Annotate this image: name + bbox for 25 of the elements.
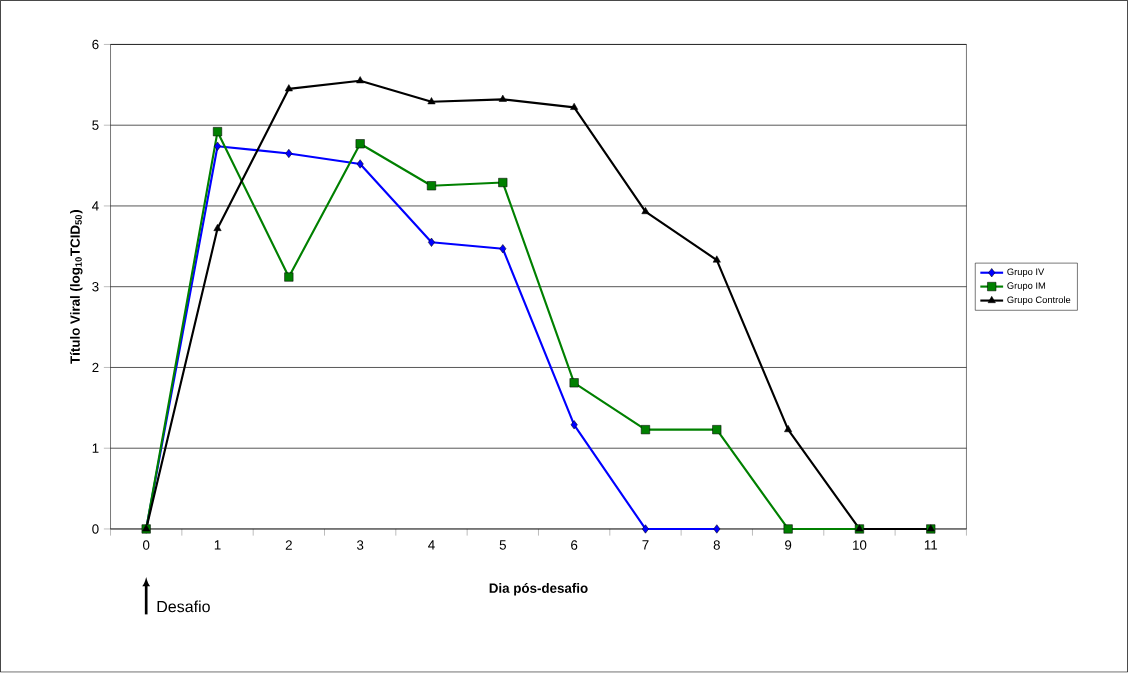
text: Desafio	[157, 600, 210, 613]
x-tick-label: 1	[214, 540, 221, 550]
legend-label: Grupo IM	[1007, 282, 1046, 292]
x-tick-label: 2	[285, 540, 292, 550]
x-tick-label: 7	[642, 540, 649, 550]
x-tick-label: 8	[713, 540, 720, 551]
x-tick-label: 3	[356, 540, 364, 551]
y-tick-label: 5	[92, 120, 99, 131]
y-tick-label: 0	[92, 524, 99, 534]
x-tick-label: 6	[571, 540, 578, 551]
x-tick-label: 4	[428, 540, 435, 550]
y-axis-title: Título Viral (log$_{10}$TCID$_{50}$)	[69, 210, 83, 365]
y-tick-label: 1	[92, 443, 99, 454]
y-tick-label: 4	[92, 201, 99, 211]
x-tick-label: 5	[499, 540, 506, 550]
x-tick-label: 10	[853, 540, 867, 551]
legend-label: Grupo Controle	[1007, 296, 1071, 306]
x-axis-title: Dia pós-desafio	[489, 583, 588, 596]
y-tick-label: 3	[92, 282, 99, 292]
x-tick-label: 9	[785, 540, 792, 551]
x-tick-label: 11	[924, 540, 938, 550]
x-tick-label: 0	[143, 540, 150, 551]
y-tick-label: 6	[92, 39, 99, 50]
legend-label: Grupo IV	[1007, 268, 1045, 278]
y-tick-label: 2	[92, 363, 99, 373]
